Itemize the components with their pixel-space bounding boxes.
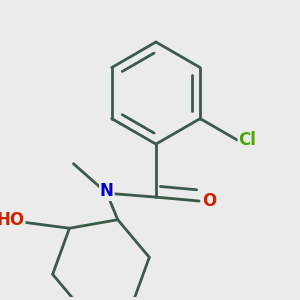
Text: O: O [202,192,216,210]
Text: N: N [100,182,114,200]
Text: HO: HO [0,212,25,230]
Text: Cl: Cl [238,131,256,149]
